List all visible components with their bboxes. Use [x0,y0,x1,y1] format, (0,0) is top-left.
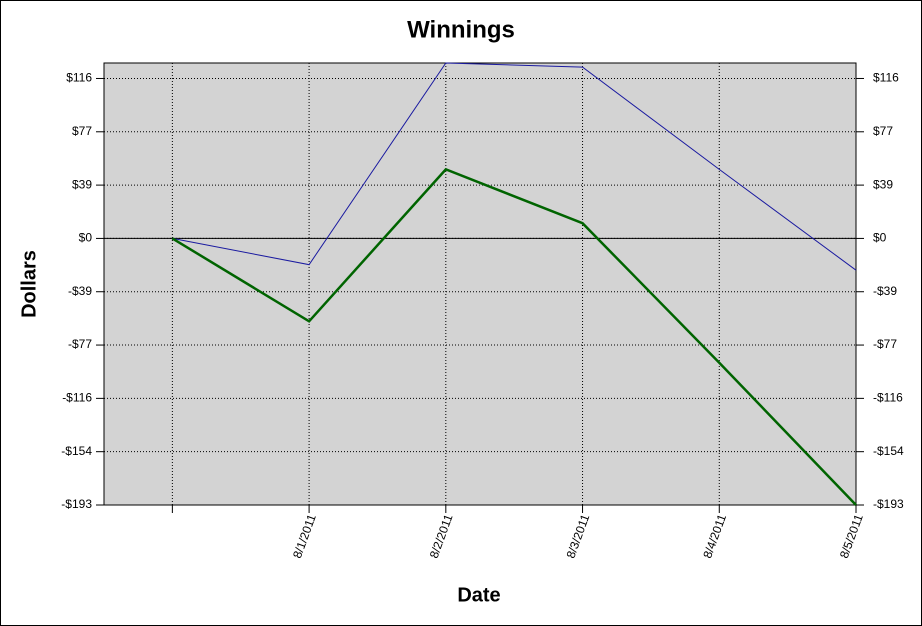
y-tick-label: $116 [66,71,92,85]
y-tick-label: $39 [72,177,92,191]
y2-tick-label: $77 [873,124,893,138]
y-tick-label: -$77 [68,337,92,351]
y-axis-title: Dollars [18,250,40,318]
y-tick-label: $77 [72,124,92,138]
y2-tick-label: -$77 [873,337,897,351]
plot-border [103,62,857,506]
series-line [172,62,857,271]
y2-tick-label: -$39 [873,284,897,298]
y-tick-label: -$39 [68,284,92,298]
y2-tick-label: $39 [873,177,893,191]
y-tick-label: $0 [79,231,93,245]
y2-tick-label: $0 [873,231,887,245]
y-tick-label: -$116 [62,391,92,405]
series-line [171,167,857,506]
chart-title: Winnings [407,16,515,43]
y2-tick-label: $116 [873,71,899,85]
y-tick-label: -$193 [61,497,92,511]
x-axis-title: Date [457,584,500,606]
y2-tick-label: -$193 [873,497,904,511]
y-tick-label: -$154 [61,444,92,458]
y2-tick-label: -$116 [873,391,903,405]
plot-area [104,63,856,505]
y2-tick-label: -$154 [873,444,904,458]
